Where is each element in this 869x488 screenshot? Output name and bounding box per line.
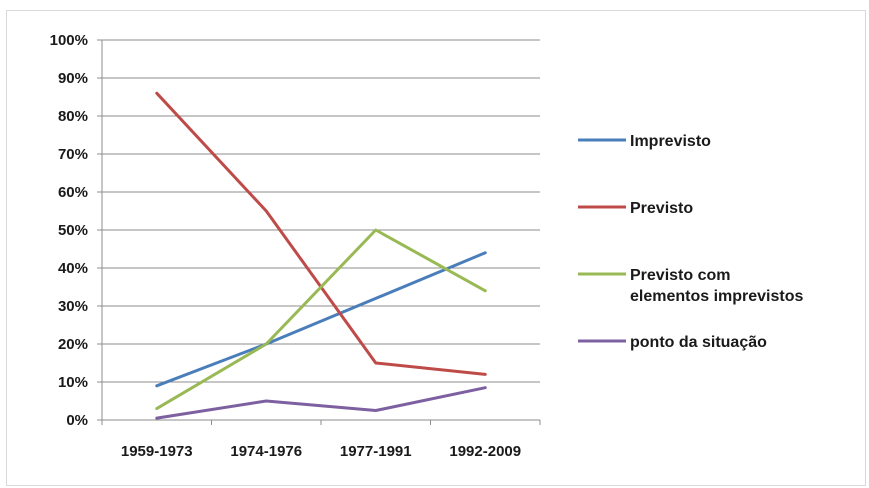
- y-tick-labels: 0% 10% 20% 30% 40% 50% 60% 70% 80% 90% 100%: [50, 32, 88, 429]
- y-tick-label: 40%: [58, 260, 88, 277]
- gridlines: [102, 39, 540, 383]
- y-tick-label: 80%: [58, 108, 88, 125]
- legend: Imprevisto Previsto Previsto com elementos …: [578, 133, 804, 351]
- y-tick-label: 50%: [58, 222, 88, 239]
- y-tick-label: 10%: [58, 374, 88, 391]
- x-tick-labels: 1959-1973 1974-1976 1977-1991 1992-2009: [121, 443, 521, 460]
- series-lines: [155, 91, 487, 420]
- y-tick-label: 100%: [50, 32, 88, 49]
- y-tick-label: 0%: [66, 412, 88, 429]
- legend-label-ponto-da-situacao: ponto da situação: [630, 334, 767, 351]
- x-tick-label: 1959-1973: [121, 443, 193, 460]
- legend-label-line: elementos imprevistos: [630, 288, 804, 305]
- axes: [97, 39, 541, 425]
- chart-frame: [6, 10, 866, 486]
- legend-label-previsto: Previsto: [630, 200, 693, 217]
- legend-label-previsto-com-elementos-imprevistos: Previsto com elementos imprevistos: [630, 267, 804, 305]
- series-line-previsto-com-elementos-imprevistos: [155, 228, 487, 411]
- legend-label-imprevisto: Imprevisto: [630, 133, 711, 150]
- y-tick-label: 70%: [58, 146, 88, 163]
- series-line-ponto-da-situacao: [155, 386, 487, 420]
- series-line-imprevisto: [155, 251, 487, 388]
- x-tick-label: 1992-2009: [449, 443, 521, 460]
- y-tick-label: 20%: [58, 336, 88, 353]
- x-tick-label: 1974-1976: [230, 443, 302, 460]
- legend-label-line: Previsto com: [630, 267, 730, 284]
- y-tick-label: 30%: [58, 298, 88, 315]
- y-tick-label: 90%: [58, 70, 88, 87]
- y-tick-label: 60%: [58, 184, 88, 201]
- series-line-previsto: [155, 91, 487, 376]
- x-tick-label: 1977-1991: [340, 443, 412, 460]
